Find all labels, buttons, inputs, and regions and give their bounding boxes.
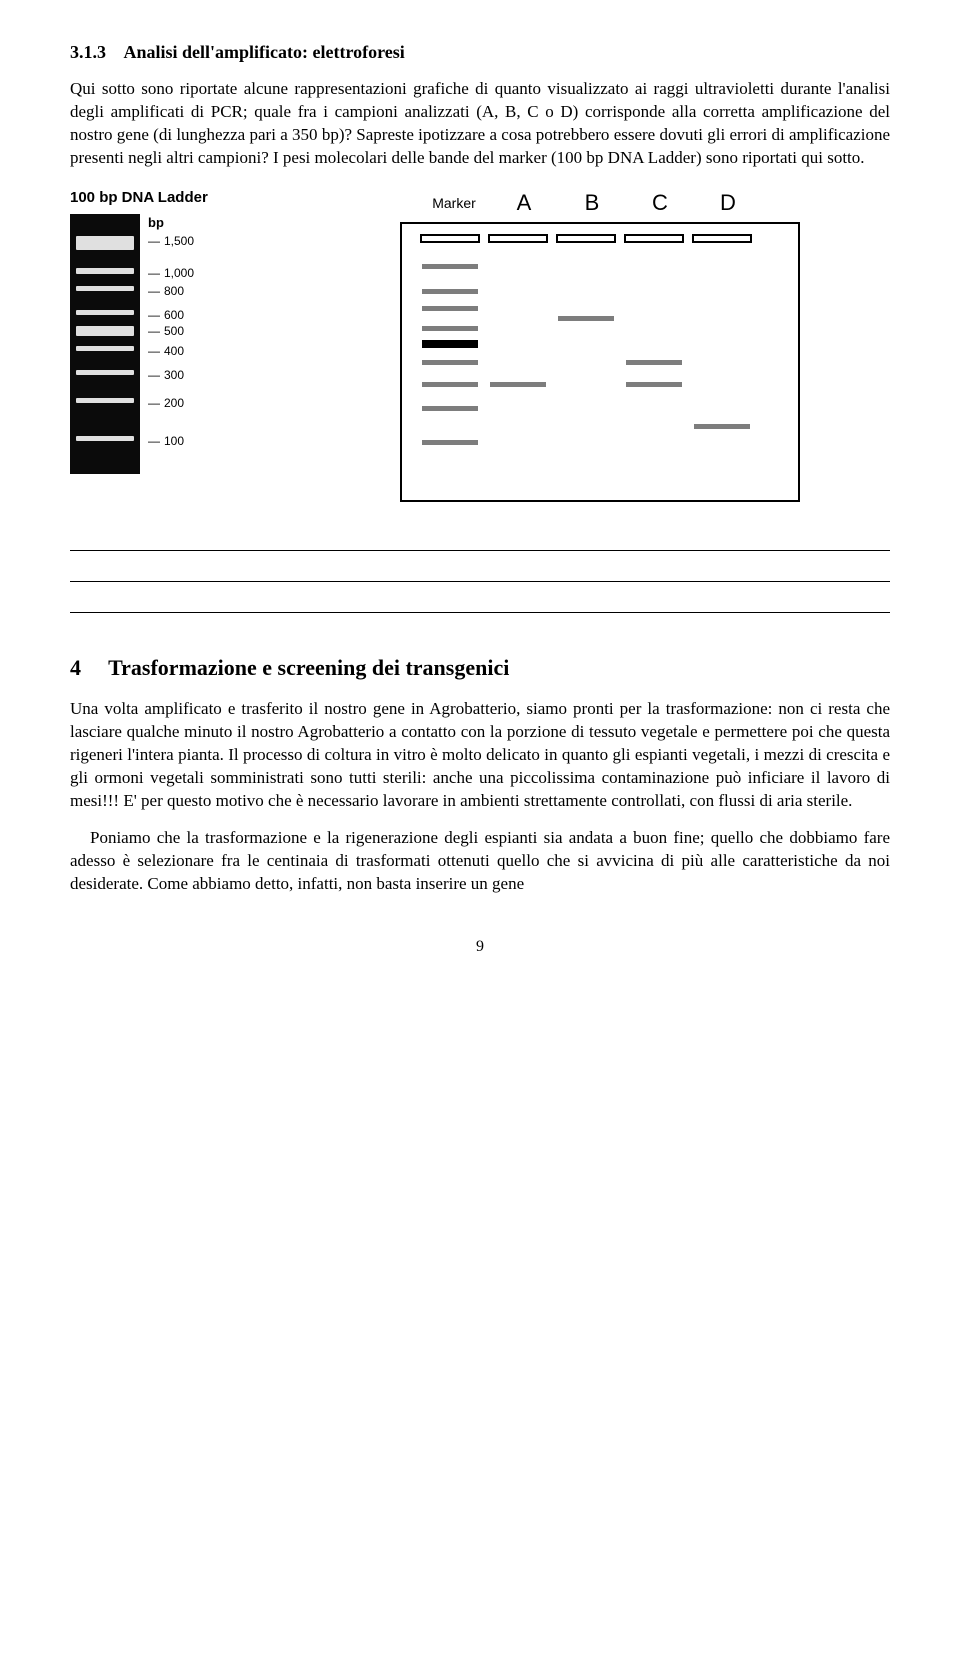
schematic-band bbox=[422, 289, 478, 294]
gel-well bbox=[488, 234, 548, 243]
schematic-band bbox=[422, 382, 478, 387]
ladder-band bbox=[76, 268, 134, 274]
ladder-band bbox=[76, 398, 134, 403]
page-number: 9 bbox=[70, 936, 890, 958]
gel-well bbox=[420, 234, 480, 243]
gel-well bbox=[624, 234, 684, 243]
ladder-band bbox=[76, 436, 134, 441]
chapter-heading: 4 Trasformazione e screening dei transge… bbox=[70, 653, 890, 683]
schematic-lane bbox=[488, 234, 548, 500]
schematic-band bbox=[422, 306, 478, 311]
schematic-lane bbox=[692, 234, 752, 500]
ladder-band bbox=[76, 286, 134, 291]
subsection-title: Analisi dell'amplificato: elettroforesi bbox=[124, 42, 405, 62]
ladder-size-label: 200 bbox=[148, 395, 184, 411]
body-paragraph: Qui sotto sono riportate alcune rapprese… bbox=[70, 78, 890, 170]
schematic-band bbox=[422, 326, 478, 331]
schematic-band bbox=[422, 264, 478, 269]
schematic-band bbox=[626, 382, 682, 387]
ladder-band bbox=[76, 346, 134, 351]
ladder-band bbox=[76, 310, 134, 315]
answer-blank-lines bbox=[70, 526, 890, 613]
ladder-band bbox=[76, 326, 134, 336]
schematic-lane bbox=[420, 234, 480, 500]
ladder-size-label: 1,000 bbox=[148, 265, 194, 281]
schematic-lane bbox=[556, 234, 616, 500]
answer-blank-line bbox=[70, 557, 890, 582]
schematic-sample-label: C bbox=[626, 188, 694, 218]
ladder-size-label: 500 bbox=[148, 323, 184, 339]
ladder-panel: 100 bp DNA Ladder bp 1,500 1,000 800 600500… bbox=[70, 188, 320, 474]
schematic-band bbox=[422, 440, 478, 445]
schematic-band bbox=[422, 406, 478, 411]
body-paragraph: Una volta amplificato e trasferito il no… bbox=[70, 698, 890, 813]
answer-blank-line bbox=[70, 526, 890, 551]
schematic-band bbox=[694, 424, 750, 429]
gel-figure: 100 bp DNA Ladder bp 1,500 1,000 800 600500… bbox=[70, 188, 890, 502]
ladder-band bbox=[76, 370, 134, 375]
gel-well bbox=[556, 234, 616, 243]
ladder-band bbox=[76, 236, 134, 250]
bp-header: bp bbox=[148, 214, 164, 232]
ladder-size-label: 600 bbox=[148, 307, 184, 323]
ladder-size-label: 100 bbox=[148, 433, 184, 449]
schematic-sample-label: B bbox=[558, 188, 626, 218]
ladder-gel-lane bbox=[70, 214, 140, 474]
ladder-size-label: 1,500 bbox=[148, 233, 194, 249]
ladder-labels-column: bp 1,500 1,000 800 600500 400 300 200 100 bbox=[148, 214, 208, 474]
body-paragraph: Poniamo che la trasformazione e la rigen… bbox=[70, 827, 890, 896]
schematic-band bbox=[490, 382, 546, 387]
schematic-band bbox=[626, 360, 682, 365]
schematic-gel-box bbox=[400, 222, 800, 502]
chapter-number: 4 bbox=[70, 655, 81, 680]
schematic-lane-header: MarkerABCD bbox=[400, 188, 800, 218]
schematic-sample-label: D bbox=[694, 188, 762, 218]
schematic-band bbox=[422, 360, 478, 365]
ladder-title: 100 bp DNA Ladder bbox=[70, 188, 320, 208]
schematic-sample-label: A bbox=[490, 188, 558, 218]
schematic-marker-label: Marker bbox=[418, 188, 490, 218]
schematic-lane bbox=[624, 234, 684, 500]
schematic-band bbox=[558, 316, 614, 321]
subsection-heading: 3.1.3 Analisi dell'amplificato: elettrof… bbox=[70, 40, 890, 64]
schematic-band bbox=[422, 340, 478, 348]
ladder-row: bp 1,500 1,000 800 600500 400 300 200 100 bbox=[70, 214, 320, 474]
ladder-size-label: 400 bbox=[148, 343, 184, 359]
schematic-panel: MarkerABCD bbox=[400, 188, 800, 502]
chapter-title: Trasformazione e screening dei transgeni… bbox=[108, 655, 509, 680]
gel-well bbox=[692, 234, 752, 243]
ladder-size-label: 800 bbox=[148, 283, 184, 299]
subsection-number: 3.1.3 bbox=[70, 42, 106, 62]
answer-blank-line bbox=[70, 588, 890, 613]
ladder-size-label: 300 bbox=[148, 367, 184, 383]
